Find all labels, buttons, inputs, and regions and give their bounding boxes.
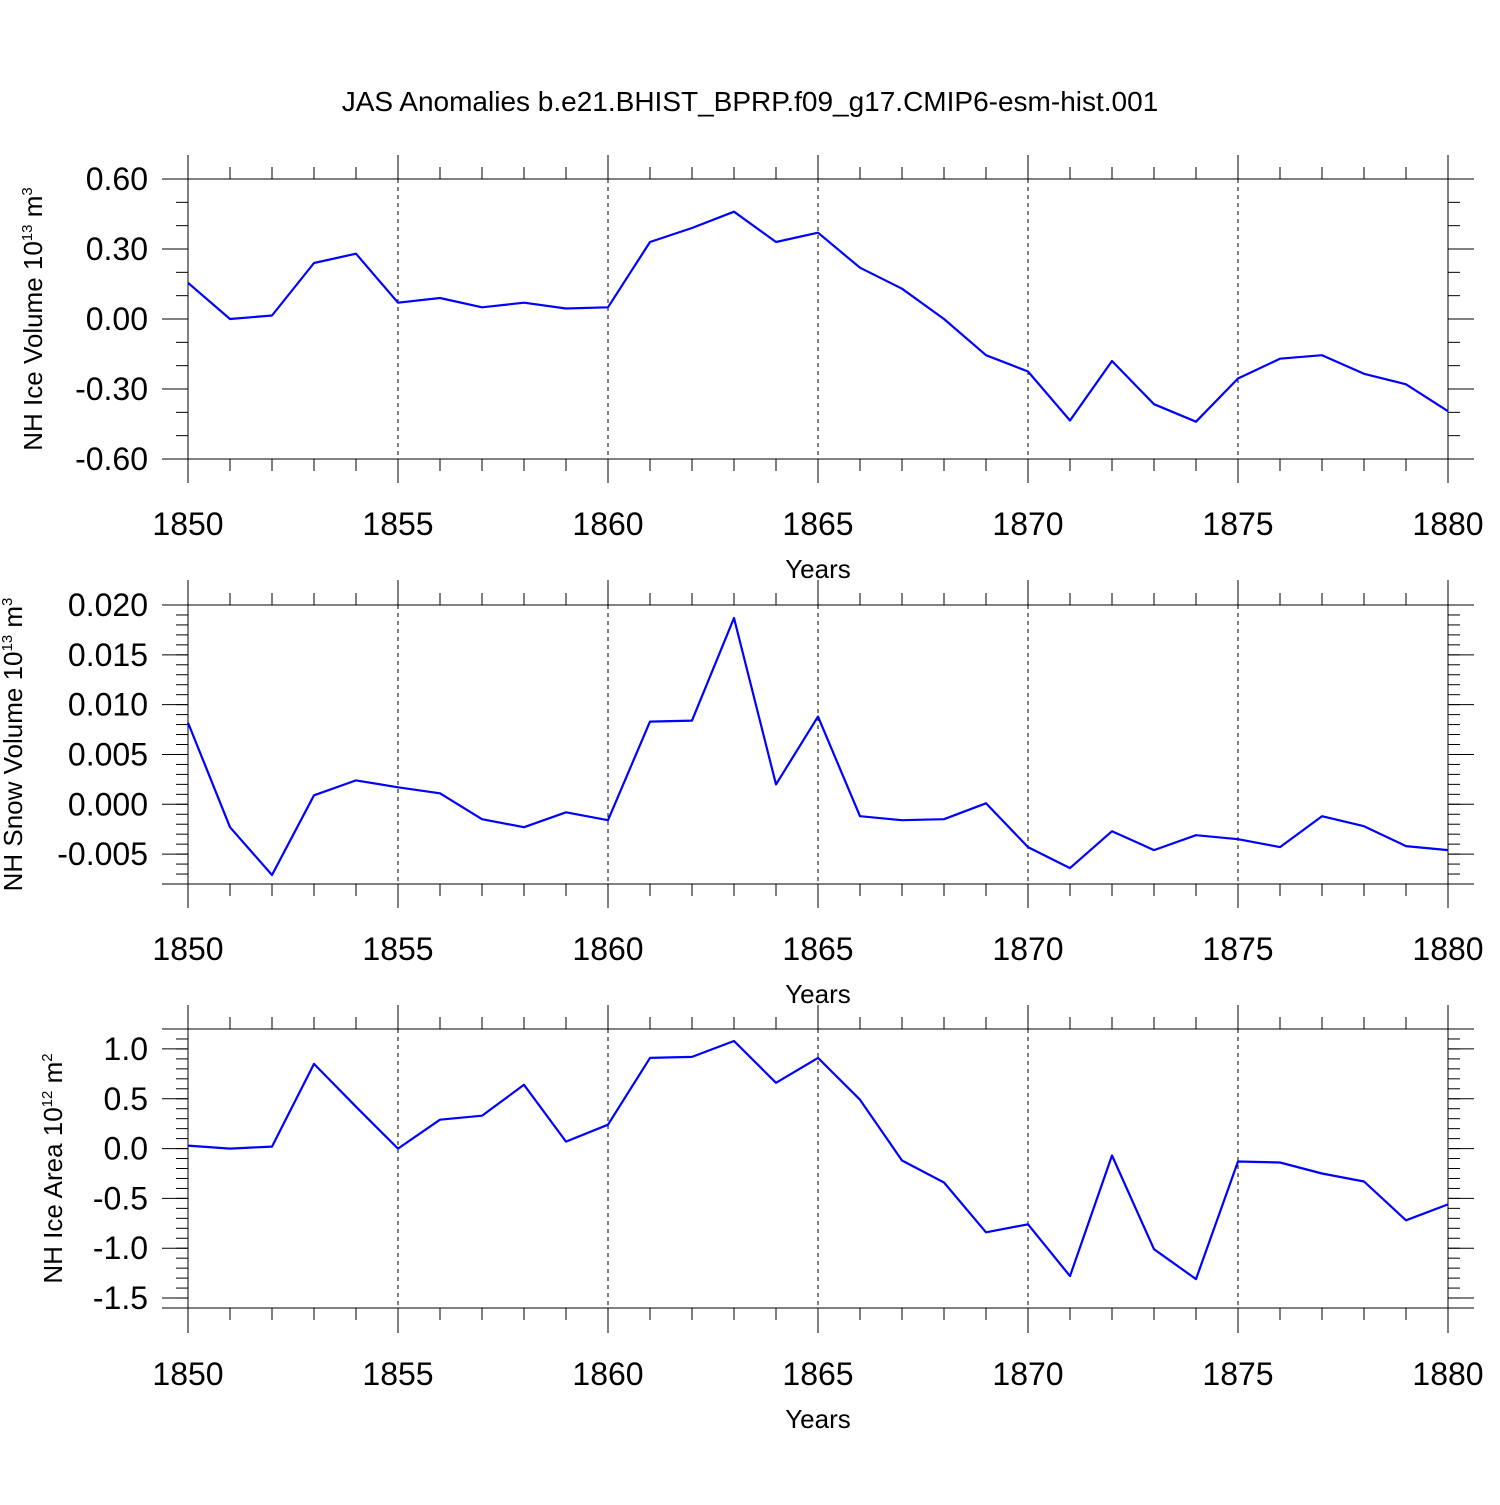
x-tick-label: 1875 <box>1202 506 1273 542</box>
x-tick-label: 1870 <box>992 506 1063 542</box>
y-tick-label: 0.60 <box>86 161 148 197</box>
x-tick-label: 1865 <box>782 506 853 542</box>
x-axis-title: Years <box>785 1404 851 1434</box>
x-axis-title: Years <box>785 979 851 1009</box>
x-tick-label: 1855 <box>362 1356 433 1392</box>
x-tick-label: 1870 <box>992 931 1063 967</box>
x-tick-label: 1855 <box>362 506 433 542</box>
x-tick-label: 1850 <box>152 1356 223 1392</box>
x-tick-label: 1865 <box>782 931 853 967</box>
x-tick-label: 1880 <box>1412 931 1483 967</box>
x-tick-label: 1850 <box>152 506 223 542</box>
x-tick-label: 1880 <box>1412 506 1483 542</box>
chart-panel-3: 1850 1855 1860 1865 1870 1875 1880 1.0 0.5 0.0 -0.… <box>38 1005 1484 1434</box>
x-tick-label: 1870 <box>992 1356 1063 1392</box>
x-tick-label: 1880 <box>1412 1356 1483 1392</box>
y-tick-label: 0.020 <box>68 587 148 623</box>
y-tick-label: 1.0 <box>104 1031 148 1067</box>
y-tick-label: -0.005 <box>57 836 148 872</box>
y-tick-label: 0.015 <box>68 637 148 673</box>
y-tick-label: 0.000 <box>68 786 148 822</box>
y-tick-label: -0.5 <box>93 1180 148 1216</box>
chart-panel-1: 1850 1855 1860 1865 1870 1875 1880 0.60 0.30 0.00… <box>18 155 1484 584</box>
y-tick-label: -1.5 <box>93 1280 148 1316</box>
x-tick-label: 1850 <box>152 931 223 967</box>
y-axis-title: NH Ice Area 1012 m2 <box>38 1053 68 1283</box>
x-tick-label: 1855 <box>362 931 433 967</box>
x-tick-label: 1860 <box>572 1356 643 1392</box>
x-tick-label: 1865 <box>782 1356 853 1392</box>
y-axis-title: NH Ice Volume 1013 m3 <box>18 187 48 450</box>
y-tick-label: 0.0 <box>104 1131 148 1167</box>
x-tick-label: 1875 <box>1202 931 1273 967</box>
y-tick-label: 0.30 <box>86 231 148 267</box>
y-axis-title: NH Snow Volume 1013 m3 <box>0 598 28 892</box>
x-tick-label: 1875 <box>1202 1356 1273 1392</box>
x-tick-label: 1860 <box>572 931 643 967</box>
x-axis-title: Years <box>785 554 851 584</box>
y-tick-label: -1.0 <box>93 1230 148 1266</box>
y-tick-label: 0.010 <box>68 687 148 723</box>
y-tick-label: 0.00 <box>86 301 148 337</box>
y-tick-label: 0.5 <box>104 1081 148 1117</box>
y-tick-label: -0.30 <box>75 371 148 407</box>
y-tick-label: 0.005 <box>68 736 148 772</box>
figure-title: JAS Anomalies b.e21.BHIST_BPRP.f09_g17.C… <box>0 86 1500 118</box>
y-tick-label: -0.60 <box>75 441 148 477</box>
x-tick-label: 1860 <box>572 506 643 542</box>
chart-panel-2: 1850 1855 1860 1865 1870 1875 1880 0.020 0.015 0.… <box>0 580 1484 1009</box>
